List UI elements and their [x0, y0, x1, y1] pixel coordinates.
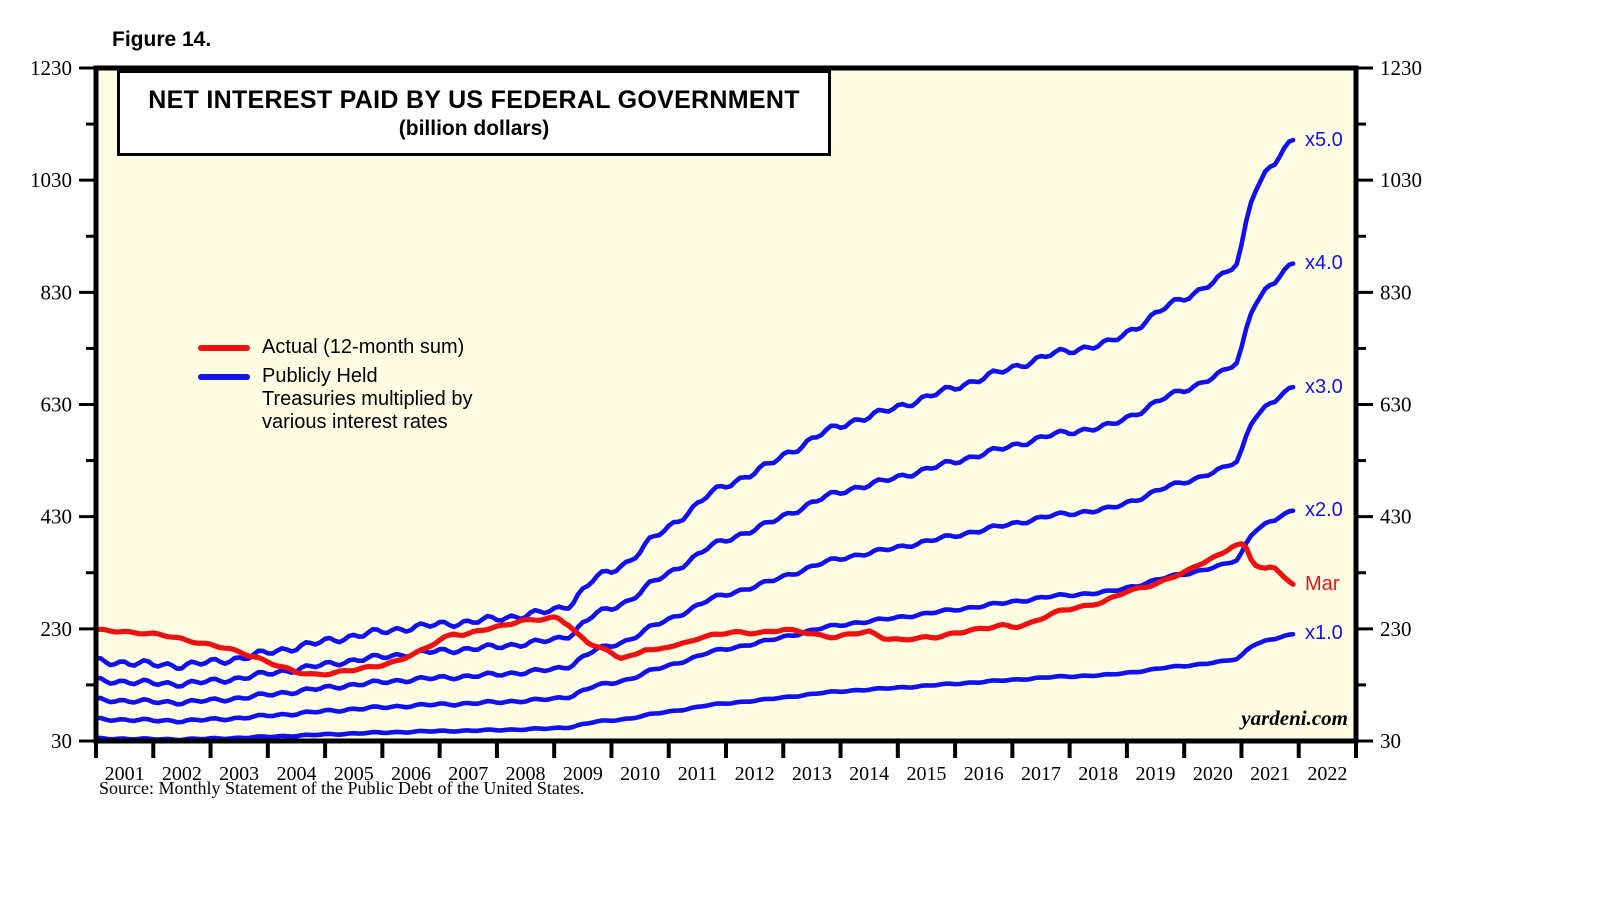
y-axis-label-left: 1030 [30, 168, 72, 192]
x-axis-year-label: 2002 [162, 763, 202, 785]
x-axis-year-label: 2003 [219, 763, 259, 785]
y-axis-label-right: 30 [1380, 729, 1401, 753]
legend-item-treasuries: Publicly Held Treasuries multiplied by v… [198, 365, 472, 434]
source-note: Source: Monthly Statement of the Public … [99, 778, 585, 798]
y-axis-label-left: 230 [41, 617, 73, 641]
actual-line [93, 541, 1296, 678]
series-label-x2.0: x2.0 [1305, 499, 1343, 522]
x-axis-year-label: 2020 [1193, 763, 1233, 785]
legend-label-treasuries-line1: Publicly Held [262, 365, 378, 387]
x-axis-year-label: 2010 [620, 763, 660, 785]
y-axis-label-right: 430 [1380, 505, 1412, 529]
series-label-mar: Mar [1305, 573, 1340, 596]
y-axis-label-right: 230 [1380, 617, 1412, 641]
legend-label-treasuries: Publicly Held Treasuries multiplied by v… [262, 365, 472, 434]
plot-area [96, 68, 1356, 741]
y-axis-label-left: 30 [51, 729, 72, 753]
x-axis-year-label: 2016 [964, 763, 1004, 785]
axis-labels: 30 30 230 230 430 430 630 630 830 830 1030 1030 1230… [30, 56, 1422, 785]
x-axis-year-label: 2011 [678, 763, 717, 785]
plot-frame [93, 65, 1359, 744]
treasuries-line-x3.0 [93, 384, 1296, 707]
x-axis-year-label: 2014 [849, 763, 889, 785]
legend: Actual (12-month sum) Publicly Held Trea… [198, 336, 472, 434]
x-axis-year-label: 2015 [906, 763, 946, 785]
y-axis-label-left: 830 [41, 280, 73, 304]
chart-title: NET INTEREST PAID BY US FEDERAL GOVERNME… [148, 85, 800, 114]
legend-label-treasuries-line2: Treasuries multiplied by [262, 388, 473, 410]
legend-swatch-actual [198, 344, 250, 351]
chart-title-box: NET INTEREST PAID BY US FEDERAL GOVERNME… [117, 70, 831, 156]
x-axis-year-label: 2001 [105, 763, 145, 785]
x-axis-year-label: 2019 [1136, 763, 1176, 785]
legend-label-actual: Actual (12-month sum) [262, 336, 465, 358]
y-axis-label-right: 1230 [1380, 56, 1422, 80]
x-axis-year-label: 2008 [506, 763, 546, 785]
legend-item-actual: Actual (12-month sum) [198, 336, 472, 359]
x-axis-year-label: 2021 [1250, 763, 1290, 785]
axis-ticks [79, 66, 1373, 758]
treasuries-line-x1.0 [93, 632, 1296, 743]
x-axis-year-label: 2017 [1021, 763, 1061, 785]
series-lines [93, 137, 1296, 743]
y-axis-label-right: 630 [1380, 393, 1412, 417]
series-label-x1.0: x1.0 [1305, 622, 1343, 645]
x-axis-year-label: 2004 [276, 763, 316, 785]
x-axis-year-label: 2005 [334, 763, 374, 785]
y-axis-label-left: 1230 [30, 56, 72, 80]
y-axis-label-left: 630 [41, 393, 73, 417]
legend-swatch-treasuries [198, 374, 250, 380]
y-axis-label-right: 1030 [1380, 168, 1422, 192]
chart-subtitle: (billion dollars) [398, 116, 550, 140]
series-label-x3.0: x3.0 [1305, 375, 1343, 398]
x-axis-year-label: 2018 [1078, 763, 1118, 785]
figure-label: Figure 14. [112, 28, 212, 51]
x-axis-year-label: 2007 [448, 763, 488, 785]
x-axis-year-label: 2013 [792, 763, 832, 785]
x-axis-year-label: 2006 [391, 763, 431, 785]
plot-background [96, 68, 1356, 741]
y-axis-label-left: 430 [41, 505, 73, 529]
plot-frame-rect [93, 65, 1359, 744]
x-axis-year-label: 2012 [735, 763, 775, 785]
legend-label-treasuries-line3: various interest rates [262, 411, 448, 433]
x-axis-year-label: 2009 [563, 763, 603, 785]
x-axis-year-label: 2022 [1307, 763, 1347, 785]
treasuries-line-x5.0 [93, 137, 1296, 671]
series-label-x4.0: x4.0 [1305, 252, 1343, 275]
y-axis-label-right: 830 [1380, 280, 1412, 304]
yardeni-watermark: yardeni.com [1241, 706, 1348, 730]
treasuries-line-x2.0 [93, 508, 1296, 725]
series-label-x5.0: x5.0 [1305, 128, 1343, 151]
